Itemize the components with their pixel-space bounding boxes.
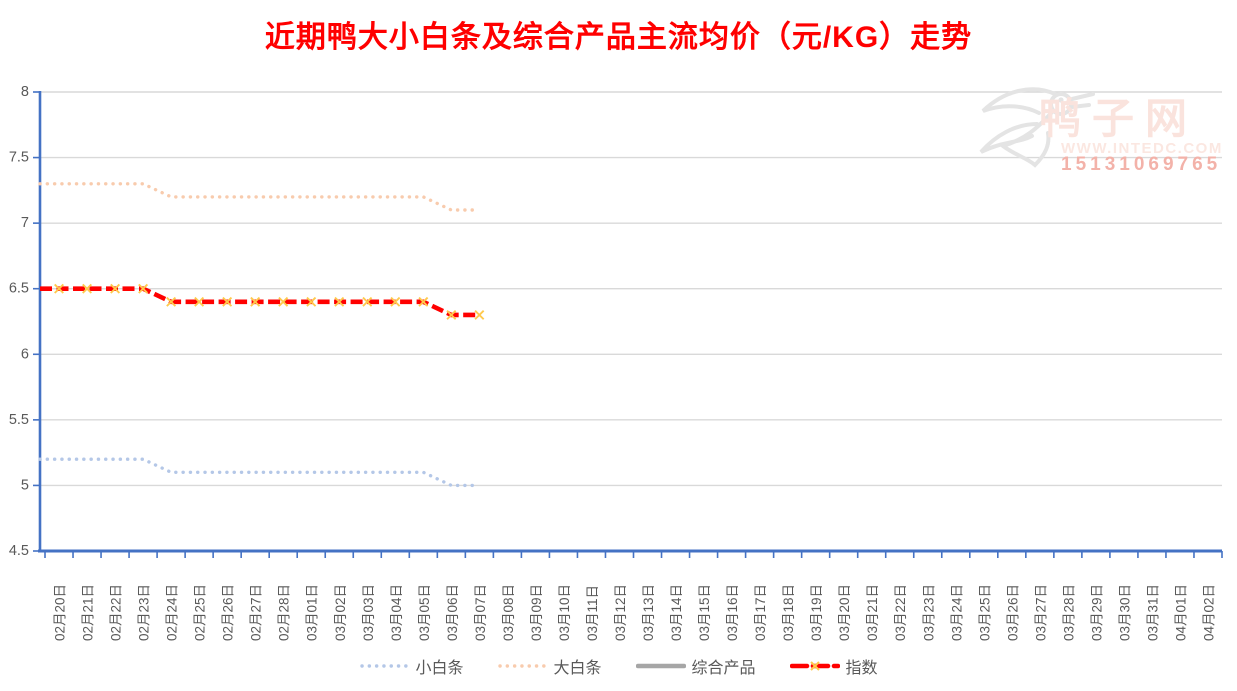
x-axis-label: 03月25日: [977, 584, 992, 641]
x-axis-label: 03月27日: [1033, 584, 1048, 641]
series-index-line: [40, 286, 480, 318]
y-axis-label: 4.5: [9, 543, 29, 559]
x-axis-label: 03月31日: [1145, 584, 1160, 641]
legend-marker-large-white-strip: [498, 664, 547, 668]
x-axis-label: 03月19日: [809, 584, 824, 641]
x-axis-label: 03月05日: [417, 584, 432, 641]
series-index-marker: [54, 283, 64, 294]
legend-label-index: 指数: [845, 660, 878, 677]
x-axis-label: 03月20日: [837, 584, 852, 641]
x-axis-label: 02月21日: [81, 584, 96, 641]
series-large-white-strip-line: [38, 182, 482, 212]
x-axis-label: 03月23日: [921, 584, 936, 641]
x-axis-label: 02月26日: [221, 584, 236, 641]
x-axis-label: 03月10日: [557, 584, 572, 641]
x-axis-label: 03月29日: [1089, 584, 1104, 641]
y-axis-label: 5: [21, 477, 29, 493]
chart-title: 近期鸭大小白条及综合产品主流均价（元/KG）走势: [264, 21, 973, 54]
series-index-marker: [446, 309, 457, 320]
series-index-marker: [250, 296, 261, 307]
series-index-marker: [138, 283, 149, 294]
series-index-marker: [390, 296, 401, 307]
series-index-marker: [110, 283, 121, 294]
x-axis-label: 03月17日: [753, 584, 768, 641]
legend-item-composite-product: 综合产品: [635, 654, 756, 678]
series-index-marker: [418, 296, 429, 307]
y-axis-label: 7: [21, 215, 29, 231]
x-axis-label: 02月23日: [137, 584, 152, 641]
x-axis-label: 03月13日: [641, 584, 656, 641]
x-axis-label: 02月20日: [53, 584, 68, 641]
x-axis-label: 03月09日: [529, 584, 544, 641]
x-axis-label: 03月22日: [893, 584, 908, 641]
legend-marker-composite-product: [635, 663, 686, 669]
legend-item-index: 指数: [789, 654, 878, 678]
x-axis-label: 04月02日: [1201, 584, 1216, 641]
legend-label-composite-product: 综合产品: [691, 660, 756, 677]
x-axis-label: 03月26日: [1005, 584, 1020, 641]
x-axis-label: 03月11日: [585, 585, 600, 641]
y-axis-label: 6: [21, 346, 29, 362]
x-axis-label: 03月21日: [865, 584, 880, 641]
x-axis-label: 03月01日: [305, 584, 320, 641]
legend-marker-index: [789, 661, 840, 671]
chart-legend: 小白条 大白条 综合产品 指数: [0, 648, 1237, 684]
x-axis-label: 02月22日: [109, 584, 124, 641]
x-axis-label: 02月25日: [193, 584, 208, 641]
x-axis-label: 04月01日: [1173, 584, 1188, 641]
y-axis-label: 5.5: [9, 412, 29, 428]
series-index-marker: [278, 296, 289, 307]
legend-item-large-white-strip: 大白条: [497, 654, 602, 678]
legend-label-large-white-strip: 大白条: [553, 660, 602, 677]
legend-item-small-white-strip: 小白条: [359, 654, 463, 678]
series-index-marker: [194, 296, 205, 307]
x-axis-label: 03月03日: [361, 584, 376, 641]
series-index-marker: [474, 309, 485, 320]
x-axis-label: 03月18日: [781, 584, 796, 641]
x-axis-label: 03月08日: [501, 584, 516, 641]
y-axis-label: 6.5: [9, 281, 29, 297]
x-axis-label: 03月02日: [333, 584, 348, 641]
series-index-marker: [306, 296, 317, 307]
x-axis-label: 03月28日: [1061, 584, 1076, 641]
x-axis-label: 03月16日: [725, 584, 740, 641]
x-axis-label: 02月24日: [165, 584, 180, 641]
series-index-marker: [166, 296, 177, 307]
x-axis-label: 03月07日: [473, 584, 488, 641]
x-axis-label: 02月27日: [249, 584, 264, 641]
legend-marker-small-white-strip: [360, 664, 409, 668]
x-axis-label: 03月14日: [669, 584, 684, 641]
legend-label-small-white-strip: 小白条: [415, 660, 464, 677]
series-small-white-strip-line: [38, 457, 482, 488]
x-axis-label: 03月04日: [389, 584, 404, 641]
y-axis-label: 7.5: [9, 150, 29, 166]
x-axis-label: 03月06日: [445, 584, 460, 641]
x-axis-label: 02月28日: [277, 584, 292, 641]
x-axis-label: 03月12日: [613, 584, 628, 641]
y-axis-label: 8: [21, 84, 29, 100]
x-axis-label: 03月30日: [1117, 584, 1132, 641]
x-axis-label: 03月24日: [949, 584, 964, 641]
series-index-marker: [362, 296, 373, 307]
x-axis-label: 03月15日: [697, 584, 712, 641]
series-index-marker: [82, 283, 93, 294]
series-index-marker: [334, 296, 345, 307]
series-index-marker: [222, 296, 233, 307]
